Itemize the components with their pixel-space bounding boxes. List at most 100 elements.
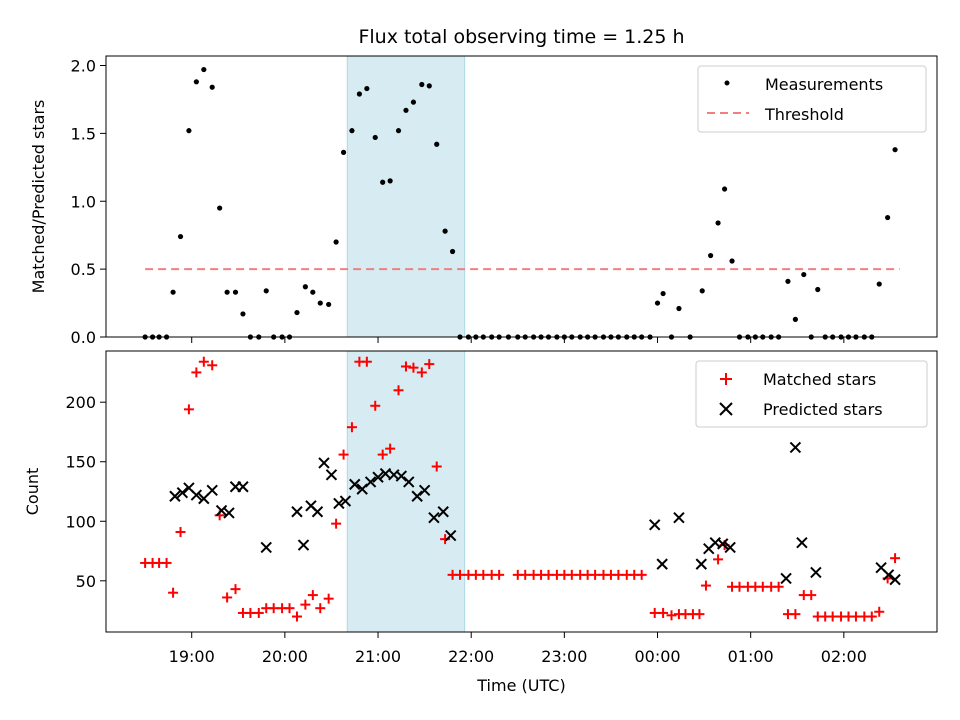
predicted-star-point xyxy=(796,536,808,549)
legend-label-measurements: Measurements xyxy=(765,75,883,94)
matched-star-point xyxy=(890,553,901,564)
matched-stars-points xyxy=(140,356,901,622)
predicted-star-point xyxy=(291,506,303,518)
matched-star-point xyxy=(416,367,427,378)
x-tick-label: 20:00 xyxy=(262,647,308,666)
y-tick-label: 200 xyxy=(65,393,96,412)
y-axis-label-bottom: Count xyxy=(23,468,42,516)
measurement-point xyxy=(721,186,728,192)
matched-star-point xyxy=(694,609,705,620)
y-tick-label: 0.0 xyxy=(71,328,96,347)
predicted-star-point xyxy=(403,476,415,488)
matched-star-point xyxy=(636,569,647,580)
matched-star-point xyxy=(291,611,302,622)
measurement-point xyxy=(372,134,378,141)
measurement-point xyxy=(387,178,393,184)
predicted-star-point xyxy=(339,495,352,507)
predicted-star-point xyxy=(656,558,668,570)
measurement-point xyxy=(380,179,386,185)
measurement-point xyxy=(434,141,440,147)
matched-star-point xyxy=(590,569,601,580)
measurement-point xyxy=(294,309,300,316)
measurement-point xyxy=(660,290,666,297)
measurement-point xyxy=(815,286,821,293)
predicted-star-point xyxy=(297,539,310,551)
matched-star-point xyxy=(658,607,669,618)
x-tick-label: 00:00 xyxy=(634,647,680,666)
measurement-point xyxy=(892,147,898,153)
matched-star-point xyxy=(757,581,768,592)
matched-star-point xyxy=(455,569,466,580)
matched-star-point xyxy=(494,569,505,580)
matched-star-point xyxy=(431,461,442,472)
predicted-stars-points xyxy=(169,441,901,586)
measurement-point xyxy=(349,128,355,134)
matched-star-point xyxy=(806,590,817,601)
measurement-point xyxy=(715,220,721,226)
x-tick-label: 23:00 xyxy=(541,647,587,666)
matched-star-point xyxy=(700,580,711,591)
matched-star-point xyxy=(168,587,179,598)
predicted-star-point xyxy=(364,476,377,488)
matched-star-point xyxy=(253,607,264,618)
matched-star-point xyxy=(370,400,381,411)
matched-star-point xyxy=(175,526,186,537)
predicted-star-point xyxy=(176,486,189,499)
predicted-star-point xyxy=(437,506,449,518)
predicted-star-point xyxy=(882,569,895,581)
predicted-star-point xyxy=(223,507,235,519)
legend-bottom: Matched stars Predicted stars xyxy=(695,360,928,428)
predicted-star-point xyxy=(724,541,736,554)
matched-star-point xyxy=(222,592,233,603)
matched-star-point xyxy=(827,611,838,622)
legend-marker-predicted xyxy=(719,402,733,416)
measurement-point xyxy=(676,305,682,312)
matched-star-point xyxy=(268,603,279,614)
predicted-star-point xyxy=(349,478,361,491)
predicted-star-point xyxy=(325,469,338,481)
observing-window-shade xyxy=(346,55,466,338)
matched-star-point xyxy=(613,569,624,580)
matched-star-point xyxy=(566,569,577,580)
count-panel: 50 100 150 200 19:00 20:00 21:00 22:00 23:00 00:… xyxy=(23,350,938,666)
measurement-point xyxy=(801,271,807,278)
legend-label-predicted: Predicted stars xyxy=(763,400,883,419)
predicted-star-point xyxy=(169,490,181,502)
matched-star-point xyxy=(300,599,311,610)
measurement-point xyxy=(326,301,332,308)
matched-star-point xyxy=(338,449,349,460)
matched-star-point xyxy=(230,584,241,595)
measurement-point xyxy=(708,252,714,259)
measurement-point xyxy=(785,278,791,284)
matched-star-point xyxy=(191,367,202,378)
x-tick-label: 02:00 xyxy=(821,647,867,666)
matched-star-point xyxy=(207,360,218,371)
matched-star-point xyxy=(315,603,326,614)
matched-star-point xyxy=(393,385,404,396)
measurement-point xyxy=(442,228,448,234)
measurement-point xyxy=(792,316,798,322)
predicted-star-point xyxy=(780,572,792,585)
measurement-point xyxy=(201,66,207,73)
matched-star-point xyxy=(478,569,489,580)
predicted-star-point xyxy=(395,470,408,482)
predicted-star-point xyxy=(198,492,210,505)
matched-star-point xyxy=(346,422,357,433)
predicted-star-point xyxy=(206,484,218,497)
legend-top: Measurements Threshold xyxy=(697,65,927,133)
matched-star-point xyxy=(183,404,194,415)
measurement-point xyxy=(333,239,339,245)
x-tick-label: 19:00 xyxy=(169,647,215,666)
y-ticks-top: 0.0 0.5 1.0 1.5 2.0 xyxy=(71,57,106,347)
measurement-point xyxy=(364,85,370,92)
measurement-point xyxy=(885,214,891,221)
predicted-star-point xyxy=(810,566,822,579)
measurement-point xyxy=(356,91,362,97)
measurement-point xyxy=(263,288,269,294)
matched-star-point xyxy=(284,603,295,614)
matched-star-point xyxy=(734,581,745,592)
ratio-panel: 0.00.51.01.52.0 Matched/Predicted stars … xyxy=(29,55,938,347)
y-tick-label: 2.0 xyxy=(71,57,96,76)
legend-label-threshold: Threshold xyxy=(764,105,844,124)
predicted-star-point xyxy=(649,519,661,531)
